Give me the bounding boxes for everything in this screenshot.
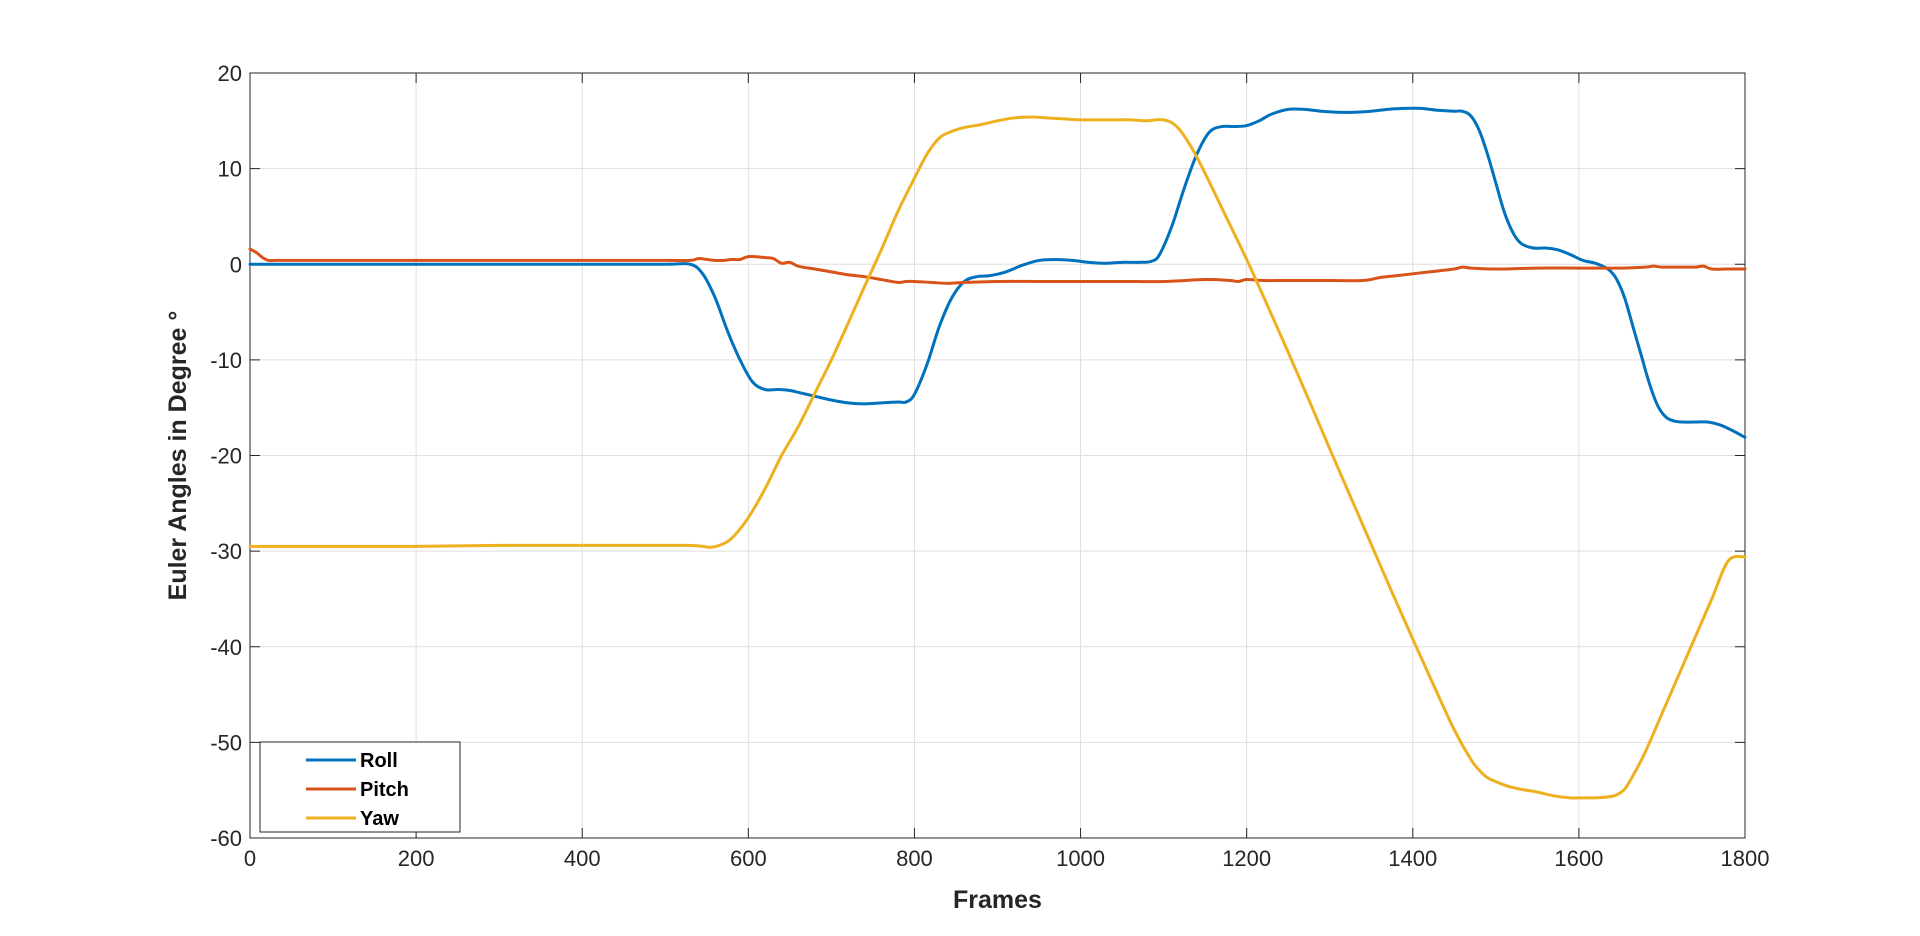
legend: Roll Pitch Yaw <box>259 741 461 833</box>
y-tick-label: 20 <box>218 61 242 86</box>
legend-box <box>259 741 461 833</box>
legend-label-roll: Roll <box>360 750 398 772</box>
y-tick-label: -10 <box>210 348 242 373</box>
y-axis-title: Euler Angles in Degree ° <box>164 311 192 601</box>
legend-label-yaw: Yaw <box>360 808 399 830</box>
x-tick-label: 1600 <box>1554 846 1603 871</box>
x-tick-label: 200 <box>398 846 435 871</box>
x-tick-label: 600 <box>730 846 767 871</box>
series-line-pitch <box>248 247 1747 285</box>
axis-ticks <box>249 72 1746 839</box>
y-tick-label: -60 <box>210 826 242 851</box>
x-tick-label: 0 <box>244 846 256 871</box>
x-tick-label: 1000 <box>1056 846 1105 871</box>
y-tick-label: -20 <box>210 444 242 469</box>
y-tick-label: -40 <box>210 635 242 660</box>
tick-labels: 0 200 400 600 800 1000 1200 1400 1600 1800 20 10 0 -1… <box>210 61 1769 871</box>
y-tick-label: -30 <box>210 539 242 564</box>
x-tick-label: 1400 <box>1388 846 1437 871</box>
legend-label-pitch: Pitch <box>360 779 409 801</box>
series-lines <box>248 106 1747 800</box>
series-line-yaw <box>248 115 1747 800</box>
series-line-roll <box>248 106 1747 439</box>
x-tick-label: 400 <box>564 846 601 871</box>
x-axis-title: Frames <box>953 886 1042 914</box>
x-tick-label: 1800 <box>1721 846 1770 871</box>
y-tick-label: -50 <box>210 730 242 755</box>
x-tick-label: 800 <box>896 846 933 871</box>
y-tick-label: 10 <box>218 157 242 182</box>
y-tick-label: 0 <box>230 252 242 277</box>
x-tick-label: 1200 <box>1222 846 1271 871</box>
